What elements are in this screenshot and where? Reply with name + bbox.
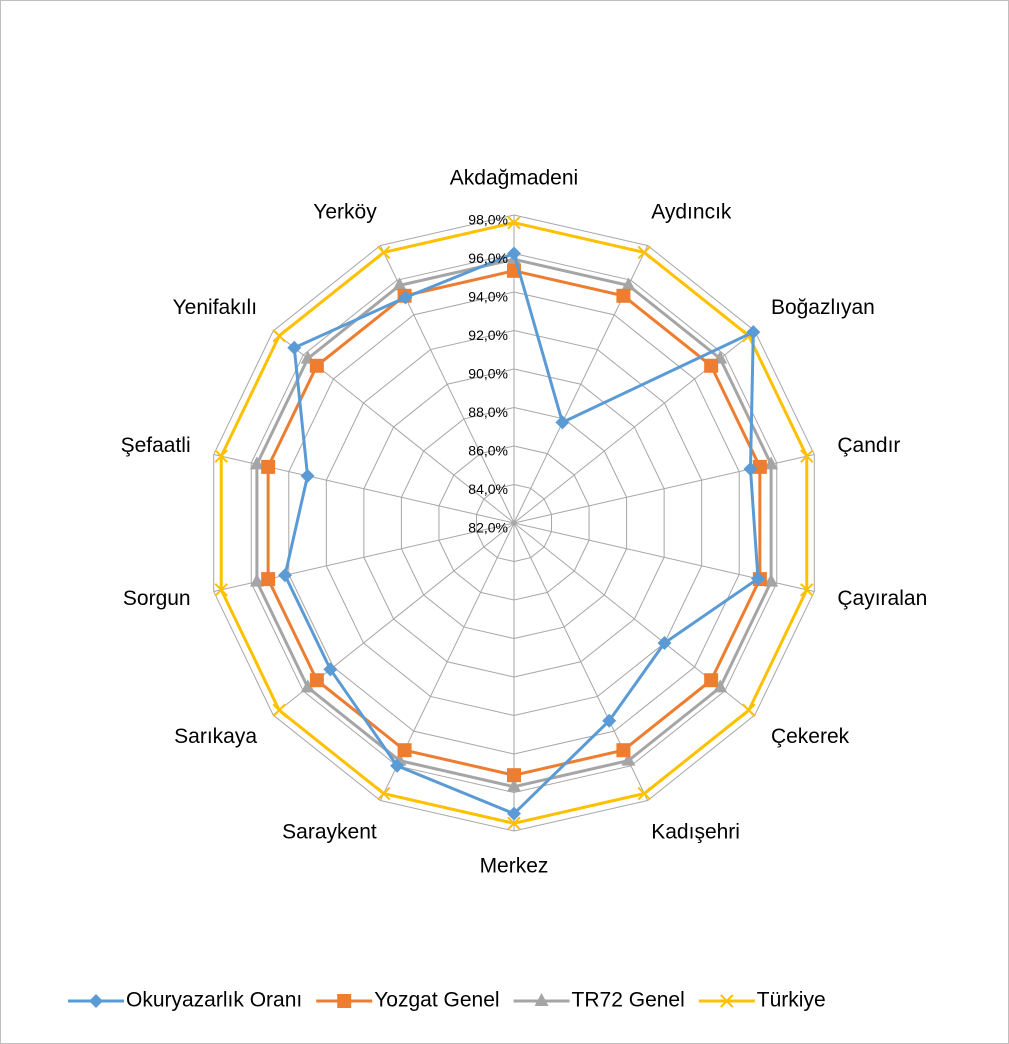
marker (390, 758, 405, 773)
marker (657, 636, 672, 651)
marker (742, 703, 756, 717)
marker (214, 583, 228, 597)
marker (764, 573, 779, 587)
marker (637, 245, 652, 260)
category-label: Merkez (480, 855, 549, 878)
marker (287, 340, 302, 355)
marker (507, 806, 521, 821)
r-tick-label: 88,0% (468, 404, 508, 420)
legend-label: Yozgat Genel (374, 989, 499, 1012)
category-label: Yenifakılı (173, 296, 257, 319)
category-label: Çayıralan (837, 587, 927, 610)
marker (720, 994, 734, 1008)
marker (800, 583, 814, 597)
marker (616, 743, 631, 758)
marker (214, 449, 228, 463)
r-tick-label: 98,0% (468, 212, 508, 228)
category-label: Şefaatli (121, 434, 191, 457)
marker (376, 245, 391, 260)
marker (507, 215, 521, 230)
marker (261, 459, 276, 474)
marker (261, 572, 276, 587)
r-tick-label: 92,0% (468, 327, 508, 343)
marker (89, 994, 103, 1008)
marker (800, 449, 814, 463)
category-label: Aydıncık (651, 201, 732, 224)
marker (376, 786, 391, 801)
marker (743, 462, 758, 477)
category-label: Kadışehri (651, 820, 740, 843)
marker (337, 994, 352, 1008)
category-label: Sorgun (123, 587, 191, 610)
r-tick-label: 86,0% (468, 443, 508, 459)
marker (637, 786, 652, 801)
category-label: Sarıkaya (174, 725, 257, 748)
marker (300, 468, 315, 483)
marker (300, 679, 315, 693)
marker (398, 290, 413, 305)
marker (621, 752, 636, 766)
marker (621, 277, 636, 291)
r-tick-label: 82,0% (468, 520, 508, 536)
category-label: Saraykent (282, 820, 377, 843)
marker (272, 329, 286, 343)
marker (746, 325, 761, 340)
marker (750, 571, 765, 586)
category-label: Çekerek (771, 725, 850, 748)
marker (507, 778, 521, 792)
category-label: Çandır (837, 434, 900, 457)
marker (752, 459, 767, 474)
r-tick-label: 84,0% (468, 481, 508, 497)
marker (249, 456, 264, 470)
category-label: Boğazlıyan (771, 296, 875, 319)
r-tick-label: 96,0% (468, 250, 508, 266)
category-label: Yerköy (313, 201, 377, 224)
marker (323, 662, 338, 677)
marker (309, 358, 324, 373)
r-tick-label: 94,0% (468, 289, 508, 305)
category-label: Akdağmadeni (450, 167, 578, 190)
legend-label: Okuryazarlık Oranı (126, 989, 302, 1012)
marker (704, 673, 719, 688)
legend-label: TR72 Genel (572, 989, 685, 1012)
marker (507, 768, 521, 783)
r-tick-label: 90,0% (468, 366, 508, 382)
legend-label: Türkiye (757, 989, 826, 1012)
marker (713, 679, 728, 693)
marker (249, 573, 264, 587)
marker (555, 415, 570, 430)
marker (309, 673, 324, 688)
marker (764, 456, 779, 470)
marker (507, 246, 521, 261)
marker (397, 743, 412, 758)
marker (704, 358, 719, 373)
marker (616, 288, 631, 303)
marker (534, 993, 549, 1006)
marker (272, 703, 286, 717)
marker (392, 277, 407, 291)
marker (507, 816, 521, 831)
marker (278, 568, 293, 583)
marker (602, 713, 617, 728)
